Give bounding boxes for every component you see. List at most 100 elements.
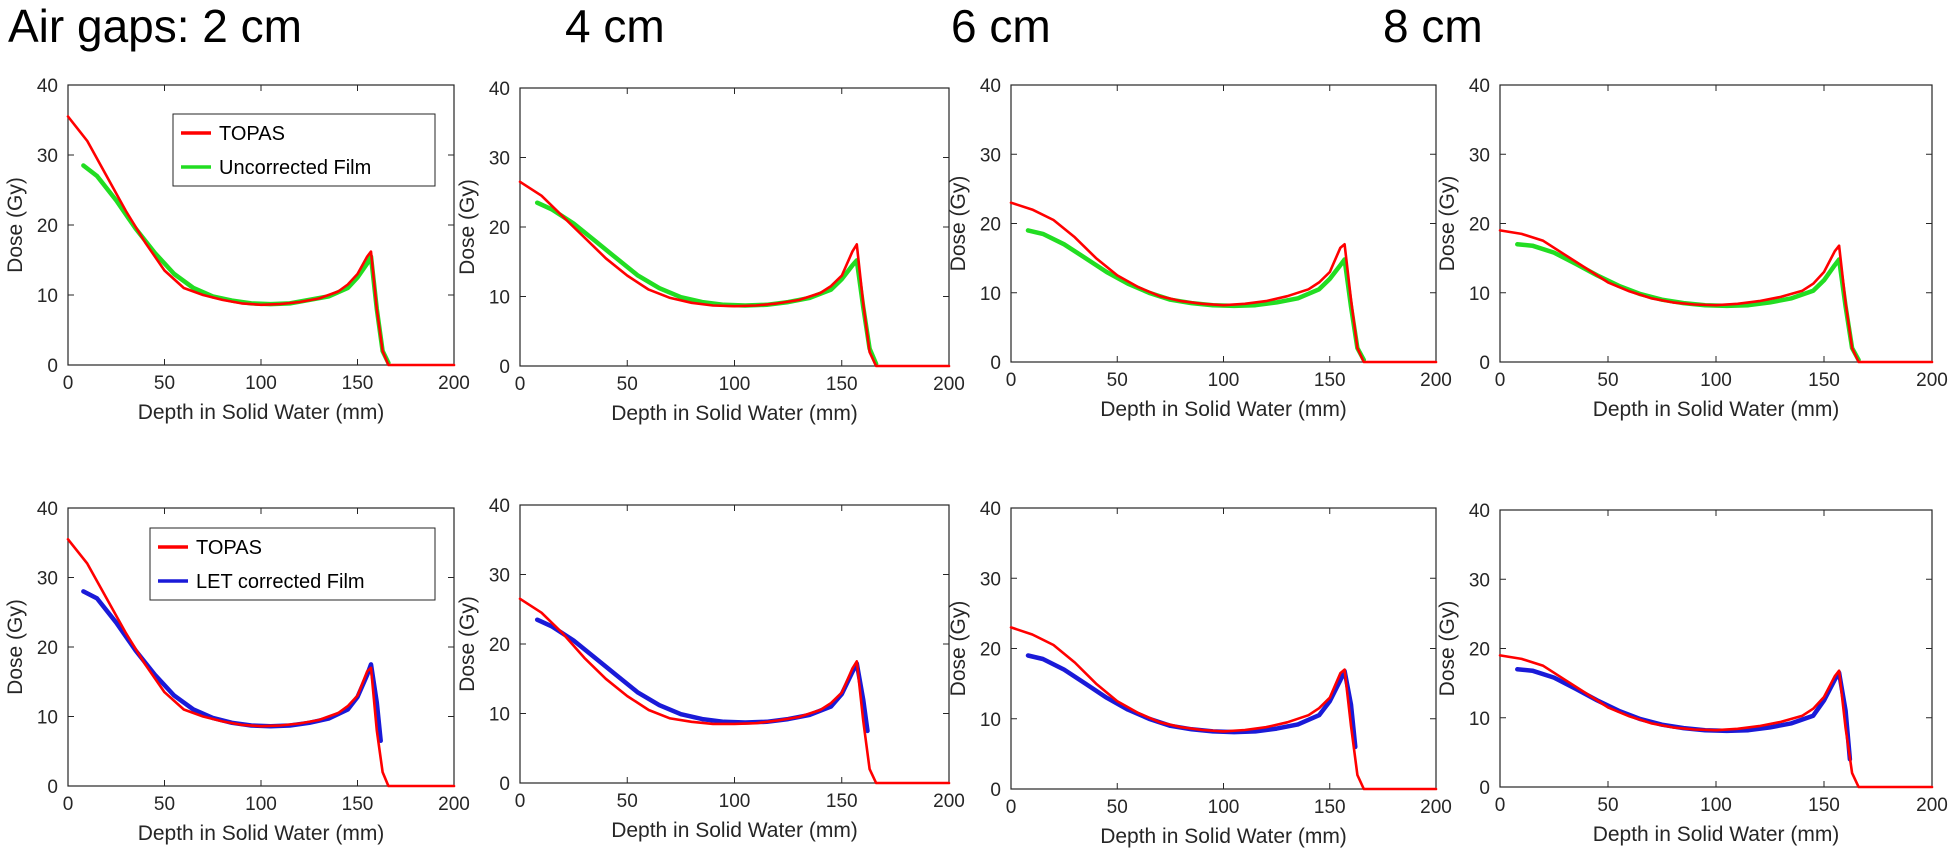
- legend-label-topas: TOPAS: [196, 537, 262, 559]
- x-tick-label: 0: [63, 373, 74, 394]
- x-axis-label: Depth in Solid Water (mm): [1593, 823, 1840, 846]
- x-tick-label: 200: [1916, 795, 1948, 816]
- y-tick-label: 40: [37, 76, 58, 97]
- y-tick-label: 0: [47, 777, 58, 798]
- x-tick-label: 50: [1107, 370, 1128, 391]
- x-axis-label: Depth in Solid Water (mm): [611, 819, 858, 842]
- y-tick-label: 30: [1469, 145, 1490, 166]
- y-axis-label: Dose (Gy): [947, 601, 970, 697]
- y-axis-label: Dose (Gy): [456, 179, 479, 275]
- x-tick-label: 200: [933, 791, 965, 812]
- chart-panel-corrected-6cm: 0 50 100 150 200 0 10 20 30 40 Depth in Solid Wate…: [947, 499, 1452, 848]
- series-line-topas: [1498, 229, 1934, 364]
- x-tick-label: 100: [1208, 797, 1240, 818]
- series-line-topas: [1009, 201, 1438, 364]
- plot-area: [519, 504, 950, 784]
- y-tick-label: 0: [499, 357, 510, 378]
- y-tick-label: 10: [37, 708, 58, 729]
- x-axis-label: Depth in Solid Water (mm): [1100, 825, 1347, 848]
- legend: TOPAS LET corrected Film: [149, 527, 436, 601]
- y-tick-label: 30: [980, 145, 1001, 166]
- y-tick-label: 10: [489, 288, 510, 309]
- x-tick-label: 50: [154, 373, 175, 394]
- x-tick-label: 50: [154, 794, 175, 815]
- chart-panel-uncorrected-8cm: 0 50 100 150 200 0 10 20 30 40 Depth in Solid Wate…: [1436, 76, 1948, 421]
- x-tick-label: 0: [1495, 795, 1506, 816]
- series-line-topas: [66, 537, 456, 788]
- y-axis-label: Dose (Gy): [4, 177, 27, 273]
- x-tick-label: 0: [515, 791, 526, 812]
- plot-area: [1499, 84, 1933, 363]
- y-tick-label: 30: [37, 569, 58, 590]
- chart-panel-corrected-8cm: 0 50 100 150 200 0 10 20 30 40 Depth in Solid Wate…: [1436, 501, 1948, 846]
- y-tick-label: 20: [37, 638, 58, 659]
- plot-area: [1010, 84, 1437, 363]
- x-tick-label: 200: [933, 374, 965, 395]
- x-tick-label: 50: [617, 374, 638, 395]
- legend-box: [172, 113, 436, 187]
- y-tick-label: 30: [489, 149, 510, 170]
- x-tick-label: 100: [719, 791, 751, 812]
- y-tick-label: 10: [489, 705, 510, 726]
- x-tick-label: 200: [1420, 797, 1452, 818]
- y-tick-label: 40: [1469, 501, 1490, 522]
- y-tick-label: 0: [990, 353, 1001, 374]
- y-tick-label: 10: [1469, 709, 1490, 730]
- chart-panel-corrected-2cm: 0 50 100 150 200 0 10 20 30 40 Depth in Solid Wate…: [4, 499, 470, 845]
- x-tick-label: 200: [1420, 370, 1452, 391]
- x-tick-label: 50: [1107, 797, 1128, 818]
- y-axis-label: Dose (Gy): [1436, 601, 1459, 697]
- x-tick-label: 100: [1700, 370, 1732, 391]
- y-tick-label: 30: [489, 566, 510, 587]
- column-title-6cm: 6 cm: [951, 0, 1051, 52]
- y-tick-label: 10: [37, 286, 58, 307]
- series-line-topas: [518, 597, 951, 785]
- x-tick-label: 100: [1700, 795, 1732, 816]
- y-tick-label: 10: [980, 284, 1001, 305]
- x-tick-label: 150: [826, 791, 858, 812]
- x-tick-label: 0: [1006, 370, 1017, 391]
- series-line-uncorrected-film: [1025, 228, 1367, 363]
- y-tick-label: 10: [980, 710, 1001, 731]
- y-tick-label: 20: [489, 635, 510, 656]
- x-tick-label: 200: [1916, 370, 1948, 391]
- y-tick-label: 20: [37, 216, 58, 237]
- x-tick-label: 0: [515, 374, 526, 395]
- chart-panel-uncorrected-6cm: 0 50 100 150 200 0 10 20 30 40 Depth in Solid Wate…: [947, 76, 1452, 421]
- y-axis-label: Dose (Gy): [456, 596, 479, 692]
- legend-label-topas: TOPAS: [219, 123, 285, 145]
- x-axis-label: Depth in Solid Water (mm): [1100, 398, 1347, 421]
- x-tick-label: 150: [826, 374, 858, 395]
- y-tick-label: 40: [980, 499, 1001, 520]
- x-axis-label: Depth in Solid Water (mm): [138, 401, 385, 424]
- x-tick-label: 0: [63, 794, 74, 815]
- x-axis-label: Depth in Solid Water (mm): [611, 402, 858, 425]
- plot-area: [1010, 507, 1437, 790]
- legend-label-uncorrected-film: Uncorrected Film: [219, 157, 371, 179]
- y-tick-label: 40: [980, 76, 1001, 97]
- y-tick-label: 20: [1469, 215, 1490, 236]
- y-tick-label: 30: [37, 146, 58, 167]
- x-axis-label: Depth in Solid Water (mm): [1593, 398, 1840, 421]
- x-tick-label: 50: [1597, 370, 1618, 391]
- y-axis-label: Dose (Gy): [947, 176, 970, 272]
- y-tick-label: 10: [1469, 284, 1490, 305]
- chart-panel-corrected-4cm: 0 50 100 150 200 0 10 20 30 40 Depth in Solid Wate…: [456, 496, 965, 842]
- x-tick-label: 0: [1006, 797, 1017, 818]
- y-tick-label: 40: [489, 496, 510, 517]
- legend-box: [149, 527, 436, 601]
- x-tick-label: 150: [1808, 795, 1840, 816]
- column-title-4cm: 4 cm: [565, 0, 665, 52]
- x-tick-label: 100: [245, 373, 277, 394]
- y-tick-label: 20: [980, 215, 1001, 236]
- x-tick-label: 100: [245, 794, 277, 815]
- series-line-topas: [66, 115, 456, 367]
- y-tick-label: 0: [499, 774, 510, 795]
- x-tick-label: 150: [1314, 370, 1346, 391]
- series-line-topas: [1009, 626, 1438, 791]
- x-tick-label: 100: [1208, 370, 1240, 391]
- chart-panel-uncorrected-4cm: 0 50 100 150 200 0 10 20 30 40 Depth in Solid Wate…: [456, 79, 965, 425]
- y-tick-label: 40: [489, 79, 510, 100]
- y-tick-label: 20: [489, 218, 510, 239]
- y-tick-label: 0: [47, 356, 58, 377]
